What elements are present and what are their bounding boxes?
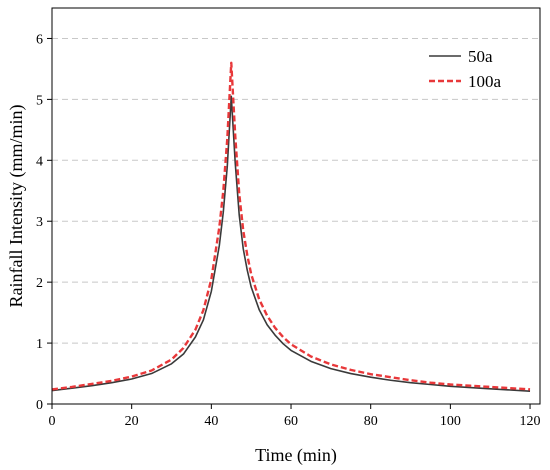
y-tick-label-5: 5 [36, 93, 43, 108]
gridlines [52, 37, 540, 344]
x-tick-label-60: 60 [284, 414, 298, 429]
x-tick-label-0: 0 [49, 414, 56, 429]
legend: 50a 100a [429, 47, 502, 91]
y-tick-label-0: 0 [36, 398, 43, 413]
x-axis-title: Time (min) [255, 445, 337, 466]
axes [47, 7, 541, 409]
y-tick-label-6: 6 [36, 32, 43, 47]
series-lines [51, 61, 531, 393]
series-line-50a [51, 95, 531, 393]
plot-frame [51, 7, 541, 405]
x-tick-label-120: 120 [520, 414, 541, 429]
x-tick-label-40: 40 [204, 414, 218, 429]
x-tick-label-80: 80 [364, 414, 378, 429]
y-tick-label-2: 2 [36, 276, 43, 291]
x-tick-label-100: 100 [440, 414, 461, 429]
legend-label-100a: 100a [468, 72, 502, 91]
y-axis-title: Rainfall Intensity (mm/min) [6, 105, 27, 308]
legend-label-50a: 50a [468, 47, 493, 66]
x-tick-label-20: 20 [125, 414, 139, 429]
y-tick-label-1: 1 [36, 337, 43, 352]
series-line-100a [51, 61, 531, 391]
y-tick-label-4: 4 [36, 154, 43, 169]
y-tick-label-3: 3 [36, 215, 43, 230]
